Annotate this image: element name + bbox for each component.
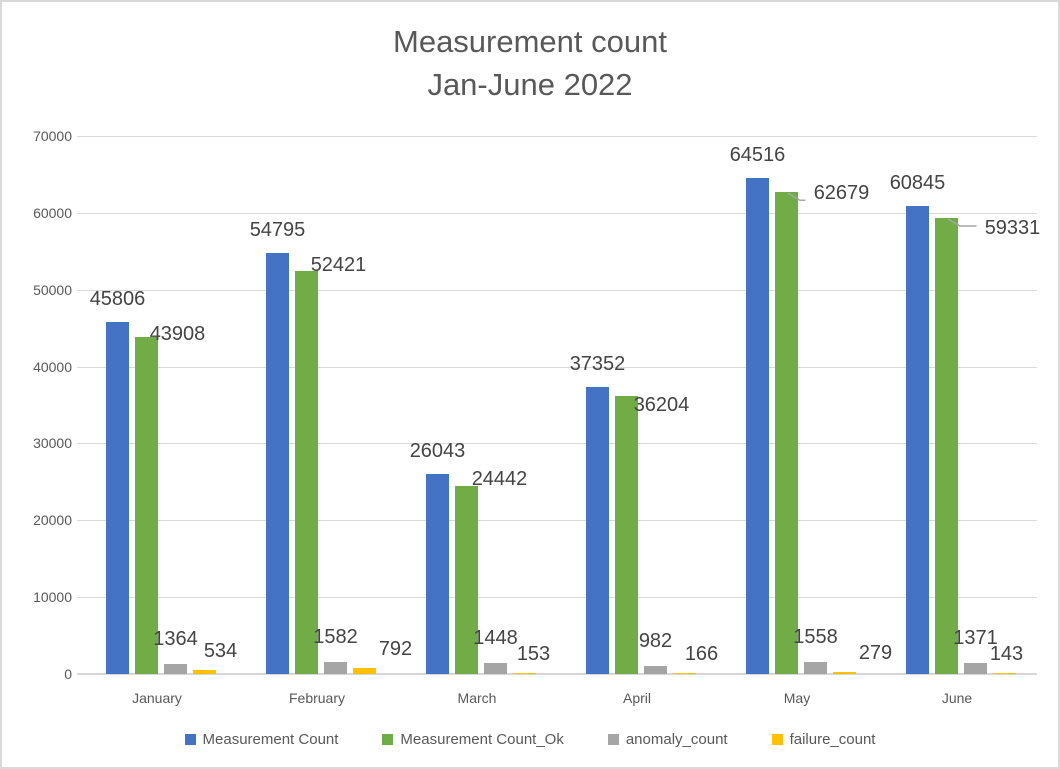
data-label: 279 bbox=[858, 641, 893, 664]
bar-failure-count-february[interactable] bbox=[353, 667, 376, 674]
bar-measurement-count-april[interactable] bbox=[586, 386, 609, 674]
gridline bbox=[77, 443, 1037, 445]
data-label: 62679 bbox=[813, 182, 870, 205]
legend-item-anomaly-count[interactable]: anomaly_count bbox=[607, 731, 728, 748]
data-label: 36204 bbox=[633, 393, 690, 416]
data-label: 59331 bbox=[984, 216, 1041, 239]
y-axis-tick-label: 70000 bbox=[33, 128, 72, 144]
bar-measurement-count-ok-april[interactable] bbox=[615, 395, 638, 674]
data-label: 43908 bbox=[149, 322, 206, 345]
x-axis-category-label: April bbox=[622, 690, 651, 706]
gridline bbox=[77, 597, 1037, 599]
data-label: 37352 bbox=[569, 352, 626, 375]
data-label: 166 bbox=[684, 642, 719, 665]
legend: Measurement Count Measurement Count_Ok ano… bbox=[2, 731, 1058, 748]
bar-measurement-count-ok-march[interactable] bbox=[455, 486, 478, 674]
y-axis-tick-label: 0 bbox=[64, 666, 72, 682]
legend-label: Measurement Count bbox=[202, 731, 339, 748]
legend-label: failure_count bbox=[789, 731, 876, 748]
bar-failure-count-january[interactable] bbox=[193, 669, 216, 674]
legend-swatch-icon bbox=[382, 734, 394, 745]
data-label: 45806 bbox=[89, 287, 146, 310]
legend-swatch-icon bbox=[771, 734, 783, 745]
bar-anomaly-count-march[interactable] bbox=[484, 662, 507, 674]
y-axis-tick-label: 40000 bbox=[33, 358, 72, 375]
data-label: 1582 bbox=[313, 625, 358, 648]
bar-measurement-count-ok-may[interactable] bbox=[775, 192, 798, 674]
x-axis-category-label: January bbox=[132, 690, 182, 706]
x-axis-category-label: June bbox=[941, 690, 973, 706]
gridline bbox=[77, 520, 1037, 522]
gridline bbox=[77, 289, 1037, 291]
bar-measurement-count-ok-february[interactable] bbox=[295, 271, 318, 674]
y-axis-tick-label: 10000 bbox=[33, 589, 72, 606]
bar-anomaly-count-may[interactable] bbox=[804, 662, 827, 674]
data-label: 54795 bbox=[249, 218, 306, 241]
chart-title-line2: Jan-June 2022 bbox=[427, 67, 633, 102]
data-label: 26043 bbox=[409, 439, 466, 462]
data-label: 153 bbox=[516, 642, 551, 665]
y-axis-tick-label: 50000 bbox=[33, 281, 72, 298]
bar-anomaly-count-april[interactable] bbox=[644, 666, 667, 674]
legend-item-failure-count[interactable]: failure_count bbox=[771, 731, 876, 748]
bar-measurement-count-may[interactable] bbox=[746, 178, 769, 674]
legend-item-measurement-count-ok[interactable]: Measurement Count_Ok bbox=[382, 731, 564, 748]
legend-label: Measurement Count_Ok bbox=[400, 731, 564, 748]
gridline bbox=[77, 212, 1037, 214]
bar-anomaly-count-june[interactable] bbox=[964, 663, 987, 674]
x-axis-category-label: February bbox=[288, 690, 346, 706]
legend-swatch-icon bbox=[607, 734, 619, 745]
data-label: 982 bbox=[638, 630, 673, 653]
x-axis-line bbox=[77, 673, 1037, 675]
legend-item-measurement-count[interactable]: Measurement Count bbox=[184, 731, 339, 748]
data-label: 52421 bbox=[310, 254, 367, 277]
bar-failure-count-april[interactable] bbox=[673, 672, 696, 674]
data-label: 60845 bbox=[889, 172, 946, 195]
bar-anomaly-count-february[interactable] bbox=[324, 661, 347, 674]
bar-failure-count-june[interactable] bbox=[993, 672, 1016, 674]
data-label: 24442 bbox=[471, 468, 528, 491]
data-label: 1558 bbox=[793, 626, 838, 649]
data-label: 64516 bbox=[729, 144, 786, 167]
gridline bbox=[77, 136, 1037, 137]
y-axis-tick-label: 20000 bbox=[33, 512, 72, 529]
legend-label: anomaly_count bbox=[625, 731, 728, 748]
bar-failure-count-march[interactable] bbox=[513, 672, 536, 674]
data-label: 534 bbox=[203, 639, 238, 662]
y-axis-tick-label: 30000 bbox=[33, 435, 72, 452]
data-label: 143 bbox=[989, 642, 1024, 665]
y-axis-tick-label: 60000 bbox=[33, 204, 72, 221]
data-label: 1448 bbox=[473, 626, 518, 649]
chart-title-line1: Measurement count bbox=[393, 24, 667, 59]
bar-anomaly-count-january[interactable] bbox=[164, 663, 187, 674]
chart-title[interactable]: Measurement count Jan-June 2022 bbox=[2, 20, 1058, 106]
bar-measurement-count-ok-june[interactable] bbox=[935, 217, 958, 674]
legend-swatch-icon bbox=[184, 734, 196, 745]
bar-measurement-count-january[interactable] bbox=[106, 321, 129, 674]
bar-measurement-count-march[interactable] bbox=[426, 473, 449, 674]
gridline bbox=[77, 366, 1037, 368]
data-label: 792 bbox=[378, 637, 413, 660]
bar-measurement-count-june[interactable] bbox=[906, 206, 929, 674]
data-label: 1364 bbox=[153, 627, 198, 650]
x-axis-category-label: March bbox=[457, 690, 497, 706]
x-axis-category-label: May bbox=[783, 690, 811, 706]
bar-failure-count-may[interactable] bbox=[833, 671, 856, 674]
bar-measurement-count-ok-january[interactable] bbox=[135, 336, 158, 674]
bar-measurement-count-february[interactable] bbox=[266, 252, 289, 674]
data-label: 1371 bbox=[953, 627, 998, 650]
